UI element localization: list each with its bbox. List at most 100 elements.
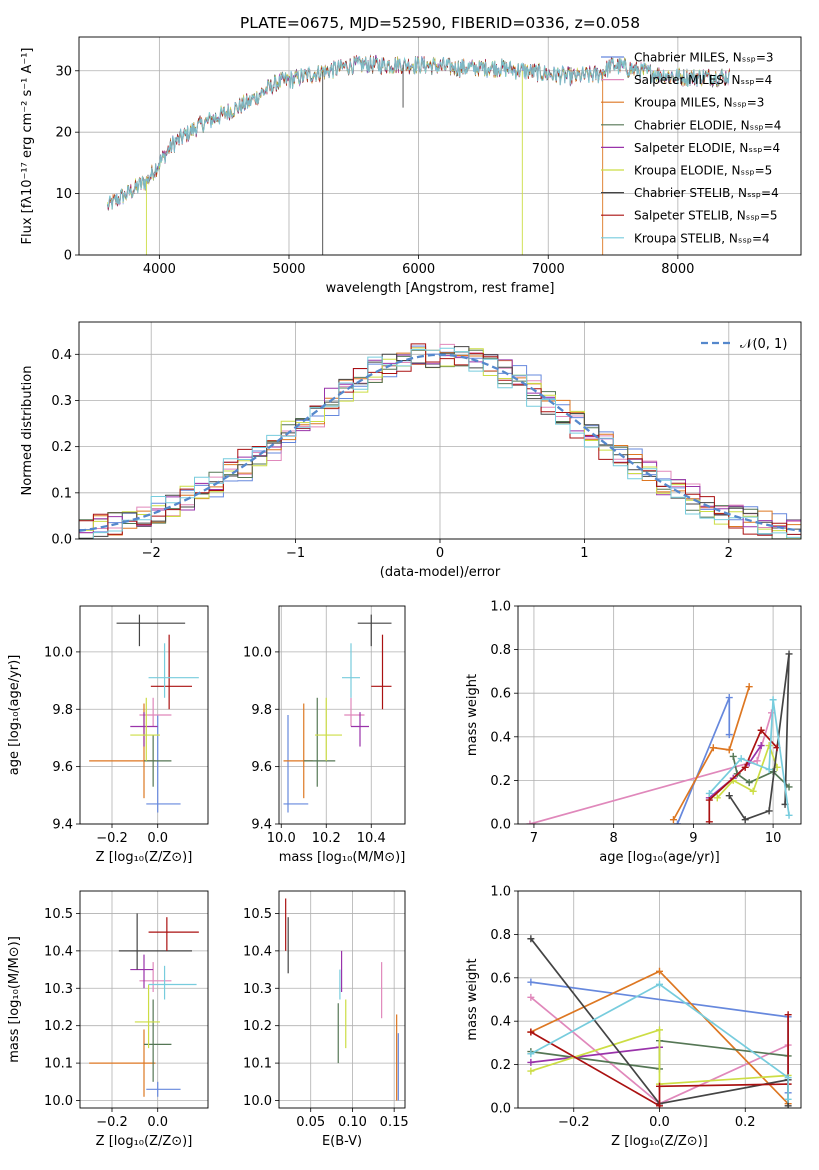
weight-series-line xyxy=(530,1046,660,1064)
x-tick-label: 0.10 xyxy=(338,1115,367,1130)
weight-series-line xyxy=(530,983,789,1100)
y-tick-label: 10.2 xyxy=(243,1019,272,1034)
x-axis-label: age [log₁₀(age/yr)] xyxy=(599,850,720,865)
y-tick-label: 9.8 xyxy=(251,703,272,718)
y-tick-label: 9.6 xyxy=(251,760,272,775)
y-tick-label: 10.1 xyxy=(44,1057,73,1072)
weight-marker xyxy=(765,807,773,815)
weight-vs-age-panel: 7 8 9 10 0.0 0.2 0.4 0.6 0.8 1.0 age [log₁₀(age/yr… xyxy=(465,600,802,865)
x-tick-label: 0.0 xyxy=(147,1115,168,1130)
plot-area xyxy=(79,343,801,539)
weight-marker xyxy=(656,967,663,975)
weight-marker xyxy=(765,742,773,750)
weight-marker xyxy=(737,755,745,763)
x-axis-label: Z [log₁₀(Z/Z⊙)] xyxy=(96,1134,193,1149)
y-tick-label: 10.0 xyxy=(44,645,73,660)
weight-marker xyxy=(705,789,713,797)
y-axis-label: mass [log₁₀(M/M⊙)] xyxy=(7,936,22,1063)
axes-frame xyxy=(79,890,209,1109)
weight-marker xyxy=(741,763,749,771)
y-tick-label: 0.4 xyxy=(51,348,72,363)
mass-vs-ebv-panel: 0.05 0.10 0.15 10.0 10.1 10.2 10.3 10.4 10.5 E(B-… xyxy=(243,890,409,1149)
y-tick-label: 10.5 xyxy=(243,907,272,922)
plot-area xyxy=(285,898,399,1101)
x-tick-label: 6000 xyxy=(402,262,435,277)
y-tick-label: 10.3 xyxy=(44,982,73,997)
x-tick-label: −1 xyxy=(286,546,305,561)
axes-frame xyxy=(78,36,802,256)
x-tick-label: 4000 xyxy=(143,262,176,277)
weight-marker xyxy=(725,731,733,739)
x-tick-label: 2 xyxy=(725,546,733,561)
weight-marker xyxy=(527,935,535,943)
weight-series-line xyxy=(672,686,751,821)
y-tick-label: 0.6 xyxy=(490,687,511,702)
x-tick-label: −0.2 xyxy=(96,831,128,846)
plot-area xyxy=(89,614,199,813)
normal-curve xyxy=(79,353,801,533)
weight-marker xyxy=(769,696,777,704)
y-tick-label: 10.2 xyxy=(44,1019,73,1034)
legend-entry: Chabrier ELODIE, Nₛₛₚ=4 xyxy=(634,118,781,132)
y-tick-label: 0.2 xyxy=(490,1058,511,1073)
residuals-panel: −2 −1 0 1 2 0.0 0.1 0.2 0.3 0.4 (data-model)/error… xyxy=(20,321,802,580)
x-tick-label: 0 xyxy=(436,546,444,561)
y-tick-label: 9.8 xyxy=(52,703,73,718)
y-tick-label: 20 xyxy=(55,126,72,141)
x-tick-label: 8 xyxy=(610,831,618,846)
x-axis-label: E(B-V) xyxy=(322,1134,362,1149)
plot-area xyxy=(527,935,792,1108)
plot-area xyxy=(89,913,199,1097)
weight-marker xyxy=(785,650,793,658)
weight-marker xyxy=(757,742,765,750)
y-tick-label: 0.4 xyxy=(490,730,511,745)
legend-entry: 𝒩(0, 1) xyxy=(740,337,787,352)
x-tick-label: 8000 xyxy=(661,262,694,277)
weight-marker xyxy=(526,820,534,824)
axes-frame xyxy=(278,890,406,1109)
weight-marker xyxy=(713,794,721,802)
figure-title: PLATE=0675, MJD=52590, FIBERID=0336, z=0… xyxy=(240,14,640,32)
y-tick-label: 10.3 xyxy=(243,982,272,997)
weight-marker xyxy=(757,726,765,734)
weight-marker xyxy=(725,792,733,800)
y-tick-label: 9.6 xyxy=(52,760,73,775)
grid xyxy=(279,891,405,1108)
weight-marker xyxy=(669,816,677,824)
axes-frame xyxy=(79,605,209,825)
legend-entry: Kroupa MILES, Nₛₛₚ=3 xyxy=(634,96,764,110)
weight-series-line xyxy=(716,742,778,799)
x-tick-label: −2 xyxy=(142,546,161,561)
weight-marker xyxy=(705,796,713,804)
legend-entry: Salpeter ELODIE, Nₛₛₚ=4 xyxy=(634,141,780,155)
weight-marker xyxy=(753,757,761,765)
x-tick-label: 7000 xyxy=(532,262,565,277)
weight-marker xyxy=(527,978,535,986)
legend-entry: Kroupa ELODIE, Nₛₛₚ=5 xyxy=(634,164,772,178)
weight-series-line xyxy=(676,697,731,824)
y-axis-label: Normed distribution xyxy=(20,366,35,496)
weight-marker xyxy=(745,779,753,787)
y-tick-label: 10 xyxy=(55,187,72,202)
weight-marker xyxy=(709,744,717,752)
weight-marker xyxy=(729,752,737,760)
y-tick-label: 10.4 xyxy=(243,944,272,959)
weight-vs-metallicity-panel: −0.2 0.0 0.2 0.0 0.2 0.4 0.6 0.8 1.0 Z [log₁₀(Z/Z… xyxy=(465,885,802,1149)
y-tick-label: 0.3 xyxy=(51,394,72,409)
x-tick-label: 10.2 xyxy=(312,831,341,846)
weight-marker xyxy=(784,1102,792,1108)
weight-marker xyxy=(784,1095,792,1103)
weight-marker xyxy=(656,1102,663,1108)
weight-marker xyxy=(527,1050,535,1058)
y-axis-label: mass weight xyxy=(465,958,480,1040)
y-tick-label: 30 xyxy=(55,64,72,79)
weight-marker xyxy=(745,683,753,691)
x-tick-label: 10 xyxy=(765,831,782,846)
y-tick-label: 0.6 xyxy=(490,971,511,986)
y-tick-label: 10.0 xyxy=(243,1094,272,1109)
x-tick-label: 1 xyxy=(580,546,588,561)
plot-area xyxy=(106,54,731,255)
legend-entry: Salpeter MILES, Nₛₛₚ=4 xyxy=(634,73,772,87)
y-tick-label: 10.0 xyxy=(243,645,272,660)
y-tick-label: 1.0 xyxy=(490,600,511,615)
